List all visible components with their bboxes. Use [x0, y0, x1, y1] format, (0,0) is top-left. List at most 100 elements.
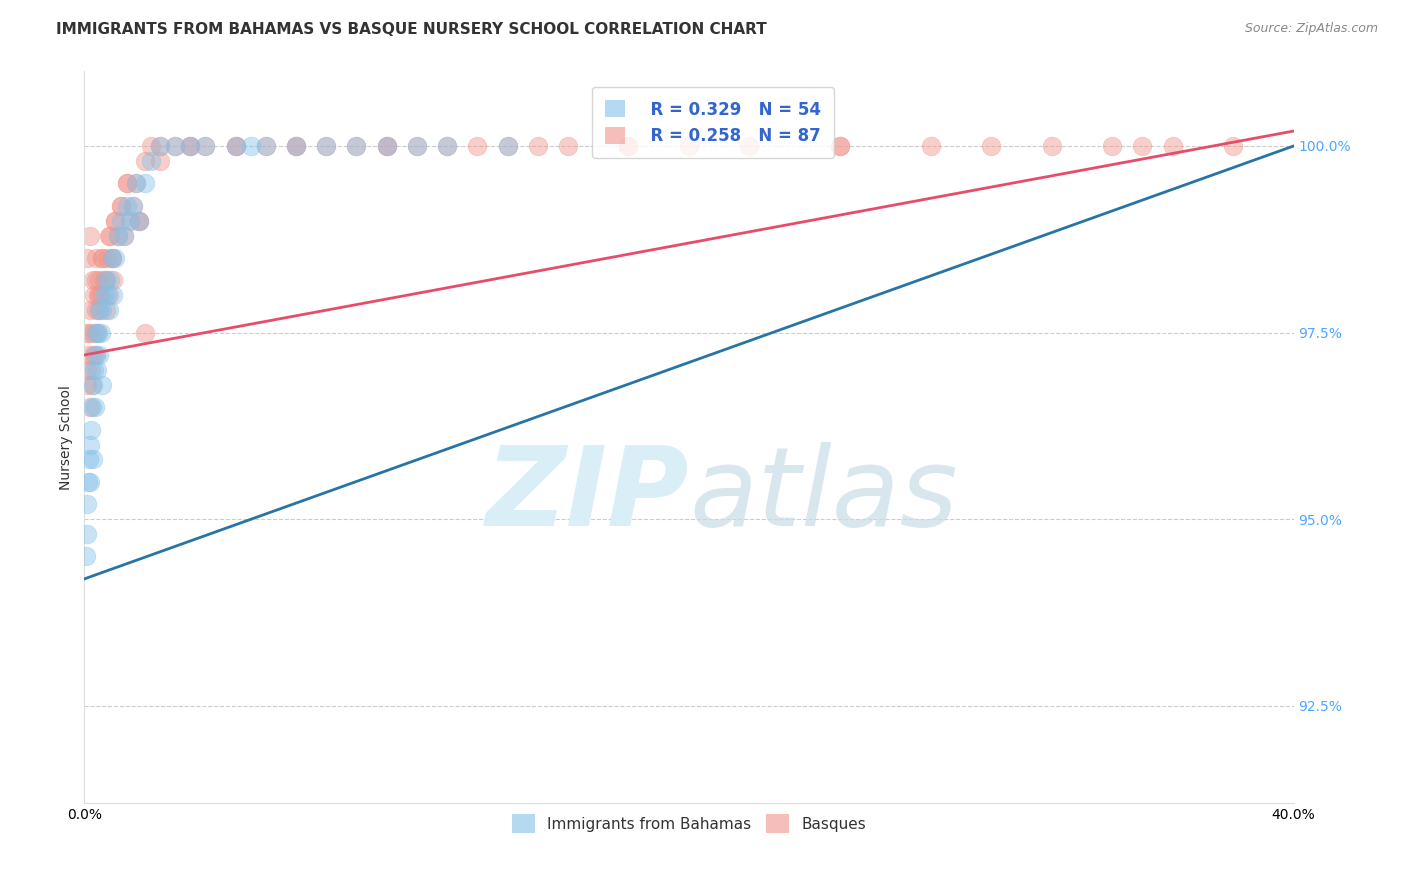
Point: [80, 363, 103, 377]
Point: [375, 139, 398, 153]
Point: [84, 348, 107, 362]
Point: [980, 139, 1002, 153]
Point: [121, 199, 143, 213]
Point: [98, 228, 121, 243]
Point: [84, 348, 107, 362]
Point: [165, 139, 187, 153]
Point: [84, 401, 107, 415]
Point: [89, 288, 111, 302]
Point: [121, 199, 143, 213]
Point: [139, 153, 162, 168]
Point: [93, 273, 115, 287]
Point: [77, 348, 100, 362]
Point: [91, 251, 114, 265]
Point: [110, 213, 132, 227]
Point: [128, 213, 150, 227]
Point: [436, 139, 458, 153]
Point: [179, 139, 201, 153]
Point: [76, 377, 98, 392]
Point: [76, 251, 98, 265]
Point: [315, 139, 337, 153]
Point: [79, 228, 101, 243]
Point: [83, 363, 105, 377]
Point: [104, 213, 127, 227]
Point: [346, 139, 368, 153]
Point: [149, 139, 172, 153]
Point: [80, 377, 103, 392]
Point: [134, 177, 156, 191]
Point: [87, 326, 110, 340]
Point: [77, 326, 100, 340]
Point: [118, 213, 141, 227]
Point: [1132, 139, 1154, 153]
Point: [436, 139, 458, 153]
Point: [1101, 139, 1123, 153]
Point: [94, 303, 117, 318]
Point: [87, 288, 110, 302]
Point: [82, 326, 104, 340]
Point: [179, 139, 201, 153]
Point: [225, 139, 247, 153]
Point: [98, 273, 121, 287]
Point: [194, 139, 217, 153]
Point: [285, 139, 308, 153]
Point: [110, 199, 132, 213]
Point: [375, 139, 398, 153]
Point: [128, 213, 150, 227]
Point: [79, 401, 101, 415]
Point: [1040, 139, 1063, 153]
Point: [94, 273, 117, 287]
Point: [79, 475, 101, 489]
Point: [239, 139, 262, 153]
Point: [115, 177, 138, 191]
Point: [97, 303, 120, 318]
Point: [115, 177, 138, 191]
Point: [79, 437, 101, 451]
Point: [90, 288, 112, 302]
Point: [678, 139, 700, 153]
Point: [406, 139, 429, 153]
Point: [194, 139, 217, 153]
Point: [149, 153, 172, 168]
Point: [77, 475, 100, 489]
Y-axis label: Nursery School: Nursery School: [59, 384, 73, 490]
Point: [738, 139, 761, 153]
Point: [86, 326, 108, 340]
Point: [101, 273, 124, 287]
Point: [91, 303, 114, 318]
Point: [86, 363, 108, 377]
Point: [617, 139, 640, 153]
Point: [87, 303, 110, 318]
Point: [496, 139, 519, 153]
Point: [86, 251, 108, 265]
Text: Source: ZipAtlas.com: Source: ZipAtlas.com: [1244, 22, 1378, 36]
Point: [375, 139, 398, 153]
Legend: Immigrants from Bahamas, Basques: Immigrants from Bahamas, Basques: [506, 808, 872, 839]
Point: [80, 401, 103, 415]
Point: [149, 139, 172, 153]
Point: [97, 288, 120, 302]
Point: [96, 251, 118, 265]
Point: [139, 139, 162, 153]
Point: [84, 303, 107, 318]
Point: [920, 139, 942, 153]
Point: [94, 273, 117, 287]
Point: [315, 139, 337, 153]
Point: [97, 228, 120, 243]
Point: [91, 251, 114, 265]
Point: [91, 377, 114, 392]
Point: [830, 139, 852, 153]
Point: [830, 139, 852, 153]
Point: [1161, 139, 1184, 153]
Point: [617, 139, 640, 153]
Point: [467, 139, 489, 153]
Point: [90, 326, 112, 340]
Point: [96, 288, 118, 302]
Point: [83, 288, 105, 302]
Point: [285, 139, 308, 153]
Point: [225, 139, 247, 153]
Point: [82, 452, 104, 467]
Point: [89, 273, 111, 287]
Point: [115, 199, 138, 213]
Point: [87, 348, 110, 362]
